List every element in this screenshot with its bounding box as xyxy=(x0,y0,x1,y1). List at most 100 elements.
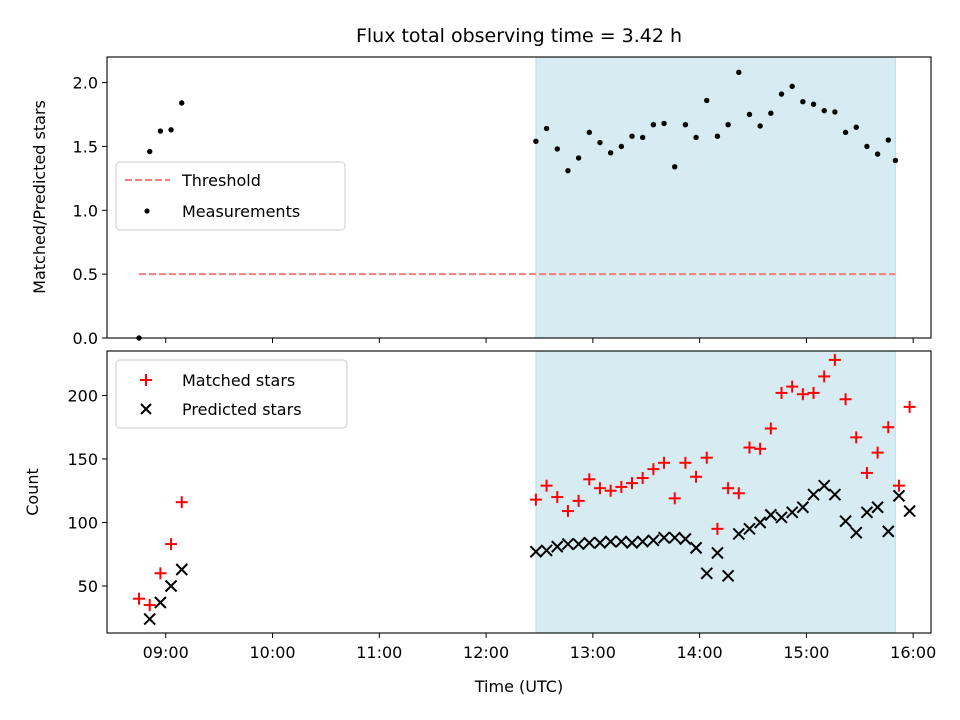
measurement-point xyxy=(565,167,571,174)
matched-star-point xyxy=(850,431,863,444)
predicted-star-point xyxy=(721,569,735,583)
predicted-star-point xyxy=(689,541,703,555)
matched-star-point xyxy=(700,451,713,464)
bottom-highlight-span xyxy=(535,350,896,634)
matched-star-point xyxy=(775,386,788,399)
measurement-point xyxy=(832,109,838,115)
predicted-star-point xyxy=(604,535,617,548)
predicted-star-point xyxy=(561,537,575,551)
matched-star-point xyxy=(572,494,585,507)
predicted-star-point xyxy=(882,525,895,538)
measurement-point xyxy=(597,139,603,146)
bottom-legend-box xyxy=(115,359,348,429)
matched-star-point xyxy=(828,353,841,366)
matched-star-point xyxy=(593,482,606,495)
matched-star-point xyxy=(764,422,777,435)
measurement-point xyxy=(629,133,635,139)
matched-star-point xyxy=(839,393,852,406)
matched-star-point xyxy=(529,493,542,506)
measurement-point xyxy=(618,143,625,150)
predicted-star-point xyxy=(540,544,553,557)
measurement-point xyxy=(864,143,870,150)
matched-star-point xyxy=(551,491,564,504)
legend-predicted-label: Predicted stars xyxy=(182,400,302,419)
measurement-point xyxy=(704,97,710,104)
measurement-point xyxy=(810,101,817,107)
predicted-star-point xyxy=(583,536,596,550)
predicted-star-point xyxy=(892,489,906,503)
matched-star-point xyxy=(882,421,895,434)
matched-star-point xyxy=(615,480,628,493)
top-y-tick-label: 1.5 xyxy=(73,137,98,156)
matched-star-point xyxy=(732,487,745,500)
measurement-point xyxy=(714,133,721,139)
measurement-point xyxy=(693,134,699,141)
predicted-star-point xyxy=(154,596,167,609)
matched-star-point xyxy=(679,456,692,469)
predicted-star-point xyxy=(860,506,874,519)
matched-star-point xyxy=(658,456,671,469)
predicted-star-point xyxy=(796,501,810,514)
x-tick-label: 13:00 xyxy=(570,643,616,662)
matched-star-point xyxy=(561,505,574,518)
predicted-star-point xyxy=(647,534,660,547)
predicted-star-point xyxy=(164,579,178,593)
measurement-point xyxy=(725,121,731,128)
matched-star-point xyxy=(583,473,596,486)
predicted-star-point xyxy=(143,612,156,626)
predicted-star-point xyxy=(679,532,692,546)
matched-star-point xyxy=(903,400,916,413)
measurement-point xyxy=(607,150,614,156)
matched-star-point xyxy=(165,538,178,551)
matched-star-point xyxy=(175,496,188,509)
matched-star-point xyxy=(154,567,167,580)
predicted-star-point xyxy=(175,563,188,576)
matched-star-point xyxy=(626,477,639,490)
top-y-tick-label: 1.0 xyxy=(73,201,98,220)
matched-star-point xyxy=(604,484,617,497)
top-legend: Threshold Measurements xyxy=(115,161,346,231)
predicted-star-point xyxy=(732,527,745,541)
x-tick-label: 14:00 xyxy=(677,643,723,662)
matched-star-point xyxy=(786,380,799,393)
chart-title: Flux total observing time = 3.42 h xyxy=(356,25,682,47)
measurement-point xyxy=(892,157,899,164)
matched-star-point xyxy=(647,463,660,476)
predicted-star-point xyxy=(839,515,852,528)
measurement-point xyxy=(853,124,859,130)
matched-star-point xyxy=(690,470,703,483)
predicted-star-point xyxy=(753,516,767,529)
predicted-star-point xyxy=(818,479,831,492)
measurement-point xyxy=(778,91,785,97)
top-y-axis-label: Matched/Predicted stars xyxy=(30,100,49,294)
measurement-point xyxy=(533,138,539,144)
legend-measurements-swatch xyxy=(144,208,150,214)
measurement-point xyxy=(575,155,582,161)
matched-star-point xyxy=(668,492,681,505)
measurement-point xyxy=(661,120,667,127)
matched-star-point xyxy=(711,522,724,535)
predicted-star-point xyxy=(807,488,820,501)
predicted-star-point xyxy=(700,567,713,580)
x-tick-label: 12:00 xyxy=(463,643,509,662)
matched-star-point xyxy=(636,472,649,485)
measurement-point xyxy=(672,164,678,170)
x-tick-label: 10:00 xyxy=(249,643,295,662)
matched-star-point xyxy=(743,441,756,454)
matched-star-point xyxy=(143,599,156,612)
predicted-star-point xyxy=(764,508,778,522)
bottom-y-axis-label: Count xyxy=(23,468,42,516)
legend-measurements-label: Measurements xyxy=(182,202,300,221)
matched-star-point xyxy=(860,466,873,479)
top-y-tick-label: 2.0 xyxy=(73,74,98,93)
predicted-star-point xyxy=(850,526,863,539)
matched-star-point xyxy=(892,479,905,492)
measurement-point xyxy=(586,129,592,136)
bottom-y-tick-label: 100 xyxy=(67,513,98,532)
x-tick-label: 09:00 xyxy=(143,643,189,662)
predicted-star-point xyxy=(615,535,628,548)
measurement-point xyxy=(650,121,657,128)
bottom-panel: 50 100 150 200 09:00 10:00 11:00 12:00 13:00 14:… xyxy=(23,350,936,696)
predicted-star-point xyxy=(871,501,884,514)
measurement-point xyxy=(179,100,185,106)
